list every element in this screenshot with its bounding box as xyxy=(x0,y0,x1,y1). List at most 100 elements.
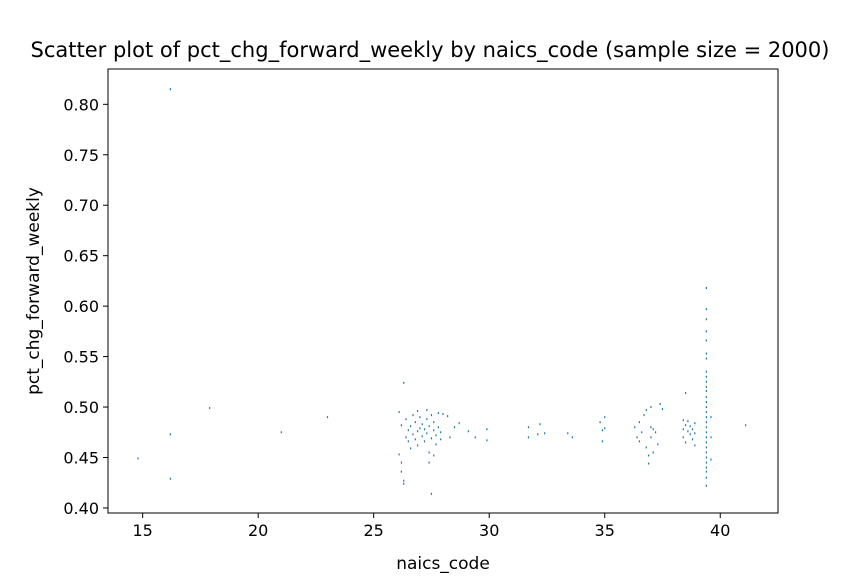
data-point xyxy=(661,408,664,411)
data-point xyxy=(421,423,423,426)
data-point xyxy=(652,428,654,431)
data-point xyxy=(684,391,687,394)
data-point xyxy=(648,462,650,465)
data-point xyxy=(440,438,442,441)
data-point xyxy=(437,412,439,415)
x-tick-label: 15 xyxy=(132,521,152,540)
data-point xyxy=(398,453,400,456)
data-point xyxy=(400,424,403,427)
data-point xyxy=(430,492,433,495)
data-point xyxy=(705,375,707,378)
data-point xyxy=(684,441,687,444)
data-point xyxy=(705,401,707,403)
y-tick-label: 0.55 xyxy=(63,348,99,367)
data-point xyxy=(705,446,707,449)
data-point xyxy=(416,410,419,413)
data-point xyxy=(435,434,437,437)
data-point xyxy=(430,414,433,417)
data-point xyxy=(403,381,405,384)
data-point xyxy=(705,395,707,398)
y-tick-label: 0.45 xyxy=(63,449,99,468)
data-point xyxy=(641,431,643,434)
data-point xyxy=(410,447,412,450)
data-point xyxy=(486,439,488,442)
data-point xyxy=(458,422,460,425)
data-point xyxy=(423,428,426,431)
x-axis-ticks: 15 20 25 30 35 40 xyxy=(132,513,730,540)
data-point xyxy=(705,421,707,424)
data-point xyxy=(428,425,430,428)
data-point xyxy=(638,421,640,424)
data-point xyxy=(544,432,546,435)
data-point xyxy=(326,416,329,419)
data-point xyxy=(705,456,707,459)
data-point xyxy=(689,433,691,436)
data-point xyxy=(650,436,652,439)
data-point xyxy=(705,470,707,473)
data-point xyxy=(636,436,638,439)
points-layer xyxy=(137,88,747,495)
data-point xyxy=(654,431,657,434)
x-tick-label: 30 xyxy=(479,521,499,540)
y-tick-label: 0.60 xyxy=(63,297,99,316)
data-point xyxy=(410,425,412,428)
data-point xyxy=(705,441,707,444)
data-point xyxy=(682,428,684,431)
data-point xyxy=(423,440,426,443)
data-point xyxy=(745,424,747,427)
data-point xyxy=(405,418,407,421)
y-tick-label: 0.70 xyxy=(63,196,99,215)
data-point xyxy=(604,427,606,430)
data-point xyxy=(705,339,707,342)
data-point xyxy=(440,431,442,434)
data-point xyxy=(426,409,428,412)
data-point xyxy=(694,444,696,447)
data-point xyxy=(705,461,707,464)
x-tick-label: 20 xyxy=(248,521,268,540)
data-point xyxy=(435,443,437,446)
data-point xyxy=(710,436,712,439)
data-point xyxy=(689,425,691,428)
y-tick-label: 0.50 xyxy=(63,398,99,417)
data-point xyxy=(419,416,421,419)
data-point xyxy=(407,440,409,443)
data-point xyxy=(648,454,650,457)
data-point xyxy=(657,443,659,446)
data-point xyxy=(710,458,712,461)
data-point xyxy=(705,385,707,388)
data-point xyxy=(601,440,604,443)
data-point xyxy=(705,380,707,383)
data-point xyxy=(433,429,435,432)
data-point xyxy=(645,446,647,449)
data-point xyxy=(433,421,435,424)
y-tick-label: 0.80 xyxy=(63,95,99,114)
data-point xyxy=(430,437,433,440)
data-point xyxy=(137,457,139,460)
data-point xyxy=(599,421,601,424)
data-point xyxy=(537,433,539,436)
data-point xyxy=(705,416,707,419)
data-point xyxy=(691,438,694,441)
data-point xyxy=(705,389,707,392)
data-point xyxy=(486,428,488,431)
data-point xyxy=(442,413,444,416)
data-point xyxy=(705,357,707,360)
data-point xyxy=(687,430,689,433)
data-point xyxy=(539,423,541,426)
data-point xyxy=(705,330,707,333)
x-axis-title: naics_code xyxy=(396,554,490,574)
data-point xyxy=(687,420,689,423)
data-point xyxy=(527,426,530,429)
data-point xyxy=(280,431,282,434)
data-point xyxy=(705,411,707,414)
data-point xyxy=(705,431,707,434)
data-point xyxy=(474,436,476,439)
data-point xyxy=(169,88,171,91)
data-point xyxy=(209,407,211,410)
data-point xyxy=(694,432,696,435)
data-point xyxy=(449,436,451,439)
data-point xyxy=(169,433,171,436)
data-point xyxy=(447,415,449,418)
